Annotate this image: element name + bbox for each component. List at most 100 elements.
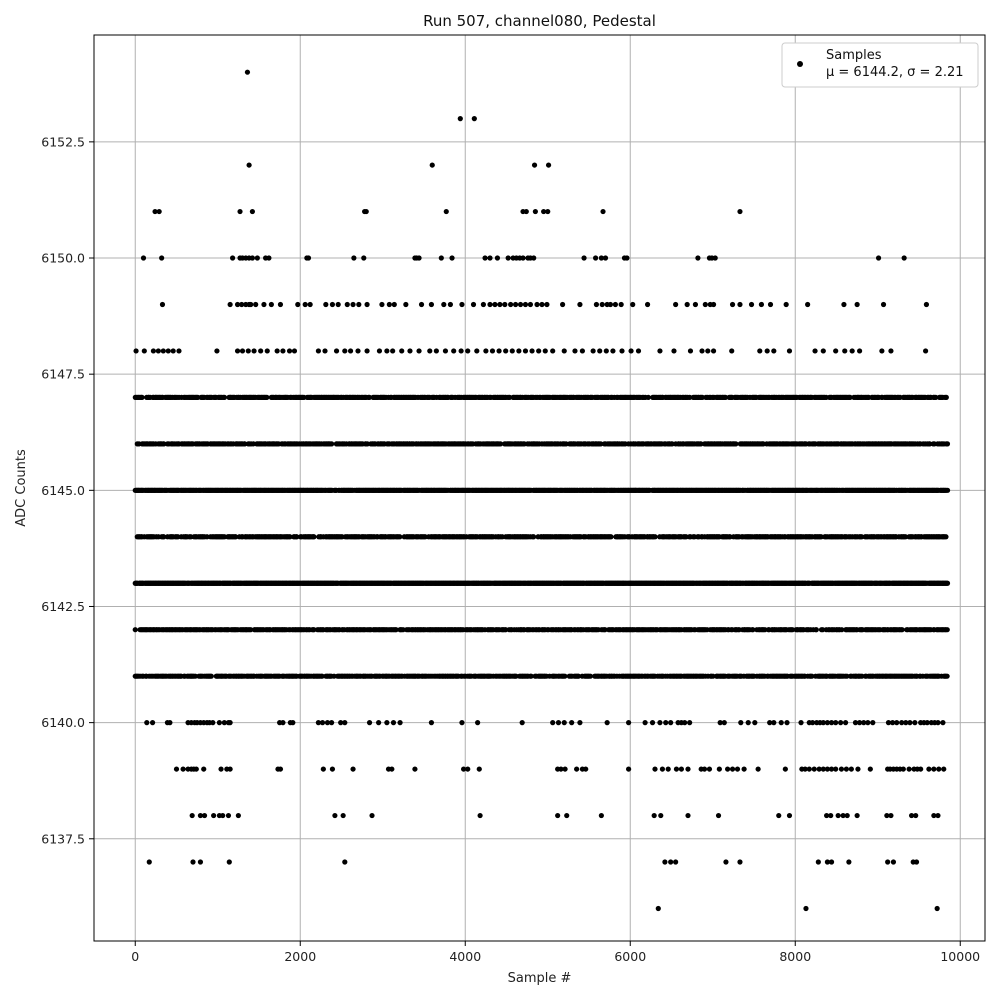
data-point [517,301,524,308]
data-point [251,348,257,354]
data-point [497,301,503,308]
data-point [607,301,614,308]
data-point [494,255,501,261]
data-point [248,301,254,308]
data-point [880,301,887,308]
data-point [534,301,540,308]
data-point [630,301,636,308]
data-point [487,255,493,261]
data-point [457,116,463,122]
data-point [449,255,455,261]
data-point [812,348,818,354]
data-point [291,348,298,354]
data-point [944,441,951,447]
data-point [899,627,905,633]
data-point [542,348,548,354]
data-point [705,348,711,354]
data-point [397,534,403,540]
data-point [624,255,630,261]
data-point [254,255,260,261]
data-point [757,348,763,354]
data-point [522,348,529,354]
data-point [344,301,350,308]
data-point [483,348,489,354]
data-point [356,301,362,308]
data-point [927,441,933,447]
data-point [497,441,504,447]
data-point [541,208,547,215]
data-point [355,348,361,354]
data-point [944,627,950,633]
data-point [159,301,166,308]
data-point [239,348,246,354]
data-point [879,348,885,354]
data-point [474,348,480,354]
data-point [671,348,677,354]
data-point [237,208,243,215]
data-point [710,301,717,308]
data-point [577,301,583,308]
data-point [264,394,270,400]
data-point [684,301,690,308]
data-point [550,348,556,354]
data-point [458,348,464,354]
data-point [268,301,274,308]
data-point [489,348,496,354]
data-point [503,348,509,354]
data-point [561,348,567,354]
data-point [302,301,308,308]
data-point [737,301,743,308]
data-point [322,348,328,354]
data-point [603,348,609,354]
data-point [295,301,301,308]
data-point [593,301,600,308]
data-point [329,301,336,308]
data-point [230,255,236,261]
data-point [599,301,605,308]
data-point [531,255,537,261]
data-point [783,301,789,308]
data-point [612,301,619,308]
data-point [350,301,356,308]
data-point [161,534,167,540]
data-point [523,208,529,215]
data-point [274,348,280,354]
data-point [635,348,642,354]
data-point [531,162,538,168]
data-point [391,301,397,308]
data-point [544,301,550,308]
points-layer [132,69,951,912]
data-point [560,301,566,308]
data-point [234,348,241,354]
data-point [702,301,708,308]
data-point [277,301,284,308]
data-point [875,255,882,261]
data-point [857,348,863,354]
data-point [227,301,233,308]
data-point [246,162,252,168]
data-point [155,348,161,354]
data-point [176,348,182,354]
data-point [261,301,267,308]
data-point [805,301,811,308]
data-point [342,348,348,354]
data-point [253,301,259,308]
data-point [482,255,488,261]
data-point [286,348,293,354]
data-point [695,255,701,261]
data-point [532,208,538,215]
data-point [170,348,176,354]
data-point [943,394,949,400]
data-point [508,301,514,308]
data-point [598,255,604,261]
data-point [470,301,477,308]
data-point [366,394,373,400]
data-point [363,208,369,215]
data-point [386,301,392,308]
data-point [329,441,335,447]
data-point [140,255,147,261]
data-point [258,348,264,354]
data-point [249,208,255,215]
data-point [384,348,390,354]
